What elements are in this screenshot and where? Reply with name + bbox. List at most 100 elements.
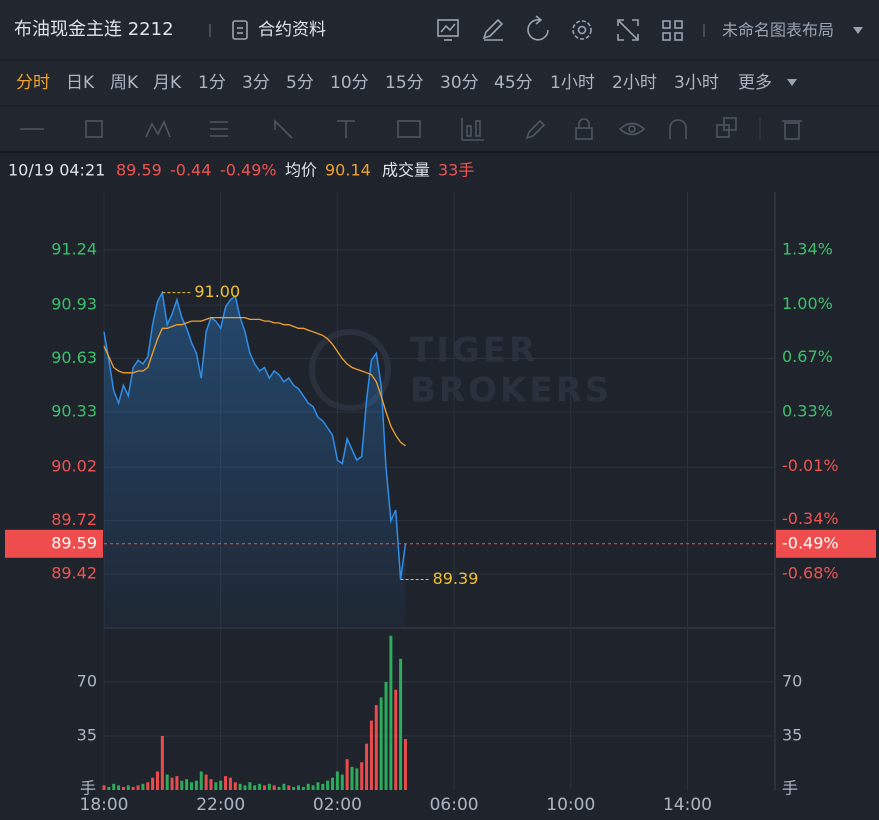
contract-info-button[interactable]: 合约资料 [232, 20, 326, 40]
tool-icon[interactable] [782, 120, 802, 140]
y2-tick-label: 1.34% [782, 240, 833, 259]
layout-button[interactable] [662, 20, 683, 41]
volume-bar [214, 782, 218, 790]
timeframe-option[interactable]: 周K [110, 73, 139, 93]
volume-bar [282, 783, 286, 790]
tool-bar [0, 106, 879, 152]
y2-tick-label: 0.33% [782, 401, 833, 420]
header-icons [437, 15, 683, 41]
volume-bar [321, 783, 325, 790]
volume-bar [345, 759, 349, 790]
timeframe-option[interactable]: 月K [153, 73, 182, 93]
change: -0.44 [170, 161, 211, 180]
volume-bar [340, 774, 344, 790]
volume-bar [277, 786, 281, 790]
volume-bar [301, 786, 305, 790]
volume-bar [160, 735, 164, 790]
timeframes: 分时 日K 周K 月K 1分 3分 5分 10分 15分 30分 45分 1小时 2小时 3小时 更多 [16, 73, 772, 93]
price-line [103, 290, 407, 580]
layout-name[interactable]: 未命名图表布局 [722, 21, 834, 40]
tool-icon[interactable] [575, 118, 593, 140]
instrument-title[interactable]: 布油现金主连 2212 [14, 19, 174, 40]
volume-bar [403, 739, 407, 790]
tool-icon[interactable] [461, 118, 484, 141]
dropdown-arrow[interactable] [787, 79, 797, 86]
timeframe-option[interactable]: 1小时 [550, 73, 595, 93]
icon [628, 125, 636, 133]
icon [617, 34, 624, 41]
settings-button[interactable] [572, 20, 592, 40]
watermark-logo [309, 329, 391, 411]
volume-bar [112, 783, 116, 790]
icon [440, 23, 456, 33]
timeframe-option[interactable]: 30分 [440, 73, 479, 93]
volume-bar [369, 720, 373, 790]
y-tick-label: 90.02 [51, 457, 97, 476]
volume-bar [374, 705, 378, 790]
volume-bar [253, 785, 257, 790]
timeframe-option[interactable]: 5分 [286, 73, 314, 93]
last-change-tag [776, 529, 876, 558]
tool-icon[interactable] [716, 117, 737, 138]
tool-icon[interactable] [525, 119, 546, 140]
volume-bar [262, 785, 266, 790]
volume-bar [248, 782, 252, 790]
volume-bar [185, 779, 189, 790]
timeframe-option[interactable]: 1分 [198, 73, 226, 93]
icon [577, 25, 587, 35]
volume-bar [117, 785, 121, 790]
annotation-label: 89.39 [433, 569, 479, 588]
header-bar [0, 0, 879, 60]
timeframe-option[interactable]: 10分 [330, 73, 369, 93]
y-tick-label: 90.33 [51, 401, 97, 420]
avg-label: 均价 [285, 161, 317, 180]
timeframe-option[interactable]: 分时 [16, 73, 50, 93]
tool-icon[interactable] [85, 120, 103, 138]
icon [482, 18, 504, 40]
fullscreen-button[interactable] [617, 19, 639, 41]
timeframe-option[interactable]: 2小时 [612, 73, 657, 93]
timeframe-option[interactable]: 更多 [738, 73, 772, 93]
timeframe-option[interactable]: 15分 [385, 73, 424, 93]
tool-icon[interactable] [274, 119, 293, 139]
timeframe-option[interactable]: 日K [66, 73, 95, 93]
volume-bar [296, 785, 300, 790]
tool-icon[interactable] [145, 120, 171, 138]
indicator-button[interactable] [437, 19, 459, 41]
volume-bar [360, 762, 364, 790]
tool-icon[interactable] [669, 119, 687, 139]
volume-bar [165, 774, 169, 790]
timeframe-option[interactable]: 3分 [242, 73, 270, 93]
icon [674, 32, 683, 41]
icon [578, 118, 590, 128]
y2-tick-label: -0.34% [782, 509, 839, 528]
tool-icon[interactable] [337, 120, 355, 138]
timeframe-option[interactable]: 3小时 [674, 73, 719, 93]
icon [618, 122, 646, 136]
icon [575, 127, 593, 140]
volume-bar [292, 786, 296, 790]
dropdown-arrow[interactable] [853, 27, 863, 34]
volume-bar [267, 783, 271, 790]
timeframe-option[interactable]: 45分 [494, 73, 533, 93]
icon [527, 19, 549, 41]
volume-bar [194, 780, 198, 790]
drawing-tools [20, 117, 802, 141]
volume-bar [389, 635, 393, 790]
volume-bar [331, 777, 335, 790]
tool-icon[interactable] [397, 120, 421, 138]
contract-info[interactable]: 合约资料 [258, 20, 326, 40]
volume: 33手 [438, 161, 474, 180]
refresh-button[interactable] [527, 15, 549, 41]
volume-bar [228, 777, 232, 790]
icon [618, 20, 638, 40]
icon [437, 19, 459, 37]
draw-button[interactable] [482, 18, 504, 41]
volume-bar [316, 782, 320, 790]
volume-bar [155, 771, 159, 790]
tool-icon[interactable] [210, 121, 228, 137]
x-tick-label: 02:00 [313, 795, 362, 815]
tool-icon[interactable] [618, 122, 646, 136]
volume-unit: 手 [80, 779, 96, 798]
icon [716, 124, 730, 138]
